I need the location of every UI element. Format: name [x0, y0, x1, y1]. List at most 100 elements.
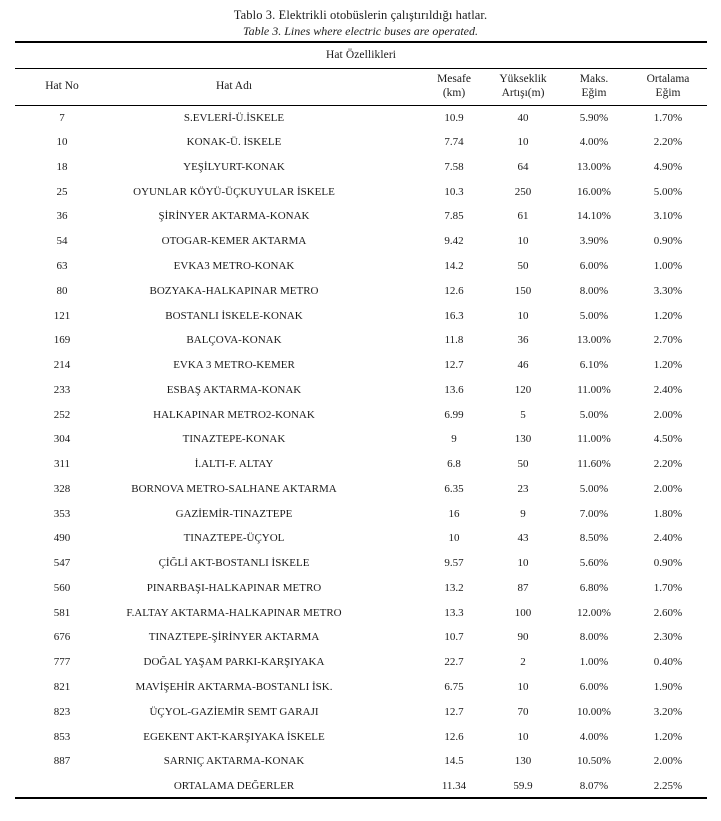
cell-ortalama-egim: 2.20%	[653, 136, 683, 149]
cell-hat-adi: BOSTANLI İSKELE-KONAK	[165, 309, 303, 322]
cell-yukseklik-artisi: 130	[514, 433, 532, 446]
cell-ortalama-egim: 5.00%	[653, 185, 683, 198]
cell-hat-adi: GAZİEMİR-TINAZTEPE	[175, 507, 293, 520]
cell-maks-egim: 6.80%	[579, 581, 609, 594]
cell-hat-adi: PINARBAŞI-HALKAPINAR METRO	[146, 581, 322, 594]
cell-maks-egim: 10.50%	[577, 755, 611, 768]
table-row: 887 SARNIÇ AKTARMA-KONAK 14.5 130 10.50%…	[15, 749, 707, 774]
column-header-hat-adi: Hat Adı	[109, 68, 421, 106]
cell-mesafe: 14.2	[444, 259, 464, 272]
column-header-label: Maks.	[579, 73, 609, 85]
table-row: 560 PINARBAŞI-HALKAPINAR METRO 13.2 87 6…	[15, 576, 707, 601]
table-row: 36 ŞİRİNYER AKTARMA-KONAK 7.85 61 14.10%…	[15, 204, 707, 229]
cell-mesafe: 6.99	[444, 408, 464, 421]
cell-yukseklik-artisi: 10	[517, 730, 529, 743]
cell-mesafe: 10.3	[444, 185, 464, 198]
cell-maks-egim: 5.00%	[579, 408, 609, 421]
cell-mesafe: 14.5	[444, 755, 464, 768]
cell-hat-no: 54	[56, 235, 68, 248]
cell-hat-adi: ÜÇYOL-GAZİEMİR SEMT GARAJI	[149, 705, 319, 718]
cell-hat-adi: OTOGAR-KEMER AKTARMA	[161, 235, 307, 248]
cell-hat-no: 547	[53, 557, 71, 570]
cell-maks-egim: 11.60%	[577, 458, 611, 471]
cell-ortalama-egim: 2.00%	[653, 482, 683, 495]
cell-hat-no: 823	[53, 705, 71, 718]
cell-yukseklik-artisi: 10	[517, 235, 529, 248]
cell-hat-no: 233	[53, 383, 71, 396]
cell-maks-egim: 1.00%	[579, 656, 609, 669]
cell-hat-adi: KONAK-Ü. İSKELE	[186, 136, 282, 149]
cell-hat-adi: EVKA3 METRO-KONAK	[173, 259, 295, 272]
cell-hat-adi: SARNIÇ AKTARMA-KONAK	[163, 755, 305, 768]
cell-hat-no	[15, 774, 109, 799]
table-row: 821 MAVİŞEHİR AKTARMA-BOSTANLI İSK. 6.75…	[15, 675, 707, 700]
cell-hat-adi: DOĞAL YAŞAM PARKI-KARŞIYAKA	[143, 656, 325, 669]
cell-mesafe: 13.3	[444, 606, 464, 619]
table-row: 121 BOSTANLI İSKELE-KONAK 16.3 10 5.00% …	[15, 303, 707, 328]
cell-ortalama-egim: 1.70%	[653, 111, 683, 124]
cell-maks-egim: 8.50%	[579, 532, 609, 545]
cell-ortalama-egim: 2.40%	[653, 532, 683, 545]
table-row: 676 TINAZTEPE-ŞİRİNYER AKTARMA 10.7 90 8…	[15, 625, 707, 650]
cell-maks-egim: 10.00%	[577, 705, 611, 718]
cell-mesafe: 10.7	[444, 631, 464, 644]
cell-hat-no: 25	[56, 185, 68, 198]
cell-maks-egim: 4.00%	[579, 136, 609, 149]
cell-yukseklik-artisi: 70	[517, 705, 529, 718]
cell-ortalama-egim: 2.00%	[653, 755, 683, 768]
cell-yukseklik-artisi: 64	[517, 160, 529, 173]
cell-hat-adi: İ.ALTI-F. ALTAY	[194, 458, 274, 471]
cell-yukseklik-artisi: 250	[514, 185, 532, 198]
cell-hat-no: 63	[56, 259, 68, 272]
cell-hat-adi: YEŞİLYURT-KONAK	[183, 160, 285, 173]
cell-maks-egim: 5.00%	[579, 482, 609, 495]
cell-ortalama-egim: 2.40%	[653, 383, 683, 396]
cell-ortalama-egim: 4.90%	[653, 160, 683, 173]
cell-mesafe: 12.7	[444, 705, 464, 718]
cell-hat-adi: TINAZTEPE-ŞİRİNYER AKTARMA	[148, 631, 320, 644]
column-header-hat-no: Hat No	[15, 68, 109, 106]
table-row: 823 ÜÇYOL-GAZİEMİR SEMT GARAJI 12.7 70 1…	[15, 699, 707, 724]
cell-mesafe: 13.6	[444, 383, 464, 396]
cell-hat-no: 214	[53, 359, 71, 372]
table-row: 304 TINAZTEPE-KONAK 9 130 11.00% 4.50%	[15, 427, 707, 452]
cell-maks-egim: 7.00%	[579, 507, 609, 520]
cell-ortalama-egim: 1.00%	[653, 259, 683, 272]
cell-ortalama-egim: 0.90%	[653, 557, 683, 570]
cell-mesafe: 16.3	[444, 309, 464, 322]
cell-maks-egim: 11.00%	[577, 383, 611, 396]
cell-mesafe: 13.2	[444, 581, 464, 594]
cell-ortalama-egim: 3.20%	[653, 705, 683, 718]
cell-hat-adi: EVKA 3 METRO-KEMER	[173, 359, 295, 372]
cell-yukseklik-artisi: 120	[514, 383, 532, 396]
cell-yukseklik-artisi: 36	[517, 334, 529, 347]
column-header-label: Mesafe	[437, 73, 471, 85]
table-row: 169 BALÇOVA-KONAK 11.8 36 13.00% 2.70%	[15, 328, 707, 353]
cell-hat-adi: BORNOVA METRO-SALHANE AKTARMA	[131, 482, 337, 495]
column-header-label: Artışı(m)	[501, 86, 545, 99]
cell-maks-egim: 6.00%	[579, 680, 609, 693]
column-header-row: Hat No Hat Adı Mesafe (km) Yükseklik Art…	[15, 68, 708, 106]
cell-hat-adi: TINAZTEPE-KONAK	[182, 433, 286, 446]
cell-maks-egim: 6.10%	[579, 359, 609, 372]
cell-yukseklik-artisi: 50	[517, 458, 529, 471]
table-row: 25 OYUNLAR KÖYÜ-ÜÇKUYULAR İSKELE 10.3 25…	[15, 179, 707, 204]
cell-hat-no: 169	[53, 334, 71, 347]
cell-yukseklik-artisi: 61	[517, 210, 529, 223]
cell-yukseklik-artisi: 10	[517, 557, 529, 570]
cell-maks-egim: 8.00%	[579, 284, 609, 297]
cell-hat-adi: MAVİŞEHİR AKTARMA-BOSTANLI İSK.	[135, 680, 333, 693]
table-row: 214 EVKA 3 METRO-KEMER 12.7 46 6.10% 1.2…	[15, 353, 707, 378]
column-header-label: Yükseklik	[499, 73, 547, 85]
cell-yukseklik-artisi: 50	[517, 259, 529, 272]
cell-yukseklik-artisi: 10	[517, 136, 529, 149]
cell-hat-adi: F.ALTAY AKTARMA-HALKAPINAR METRO	[126, 606, 342, 619]
table-row: 353 GAZİEMİR-TINAZTEPE 16 9 7.00% 1.80%	[15, 501, 707, 526]
cell-yukseklik-artisi: 5	[520, 408, 526, 421]
cell-maks-egim: 4.00%	[579, 730, 609, 743]
electric-bus-lines-table: Hat Özellikleri Hat No Hat Adı Mesafe (k…	[15, 41, 708, 800]
cell-yukseklik-artisi: 100	[514, 606, 532, 619]
column-header-ortalama-egim: Ortalama Eğim	[629, 68, 708, 106]
cell-ortalama-egim: 1.20%	[653, 359, 683, 372]
cell-mesafe: 10	[448, 532, 460, 545]
